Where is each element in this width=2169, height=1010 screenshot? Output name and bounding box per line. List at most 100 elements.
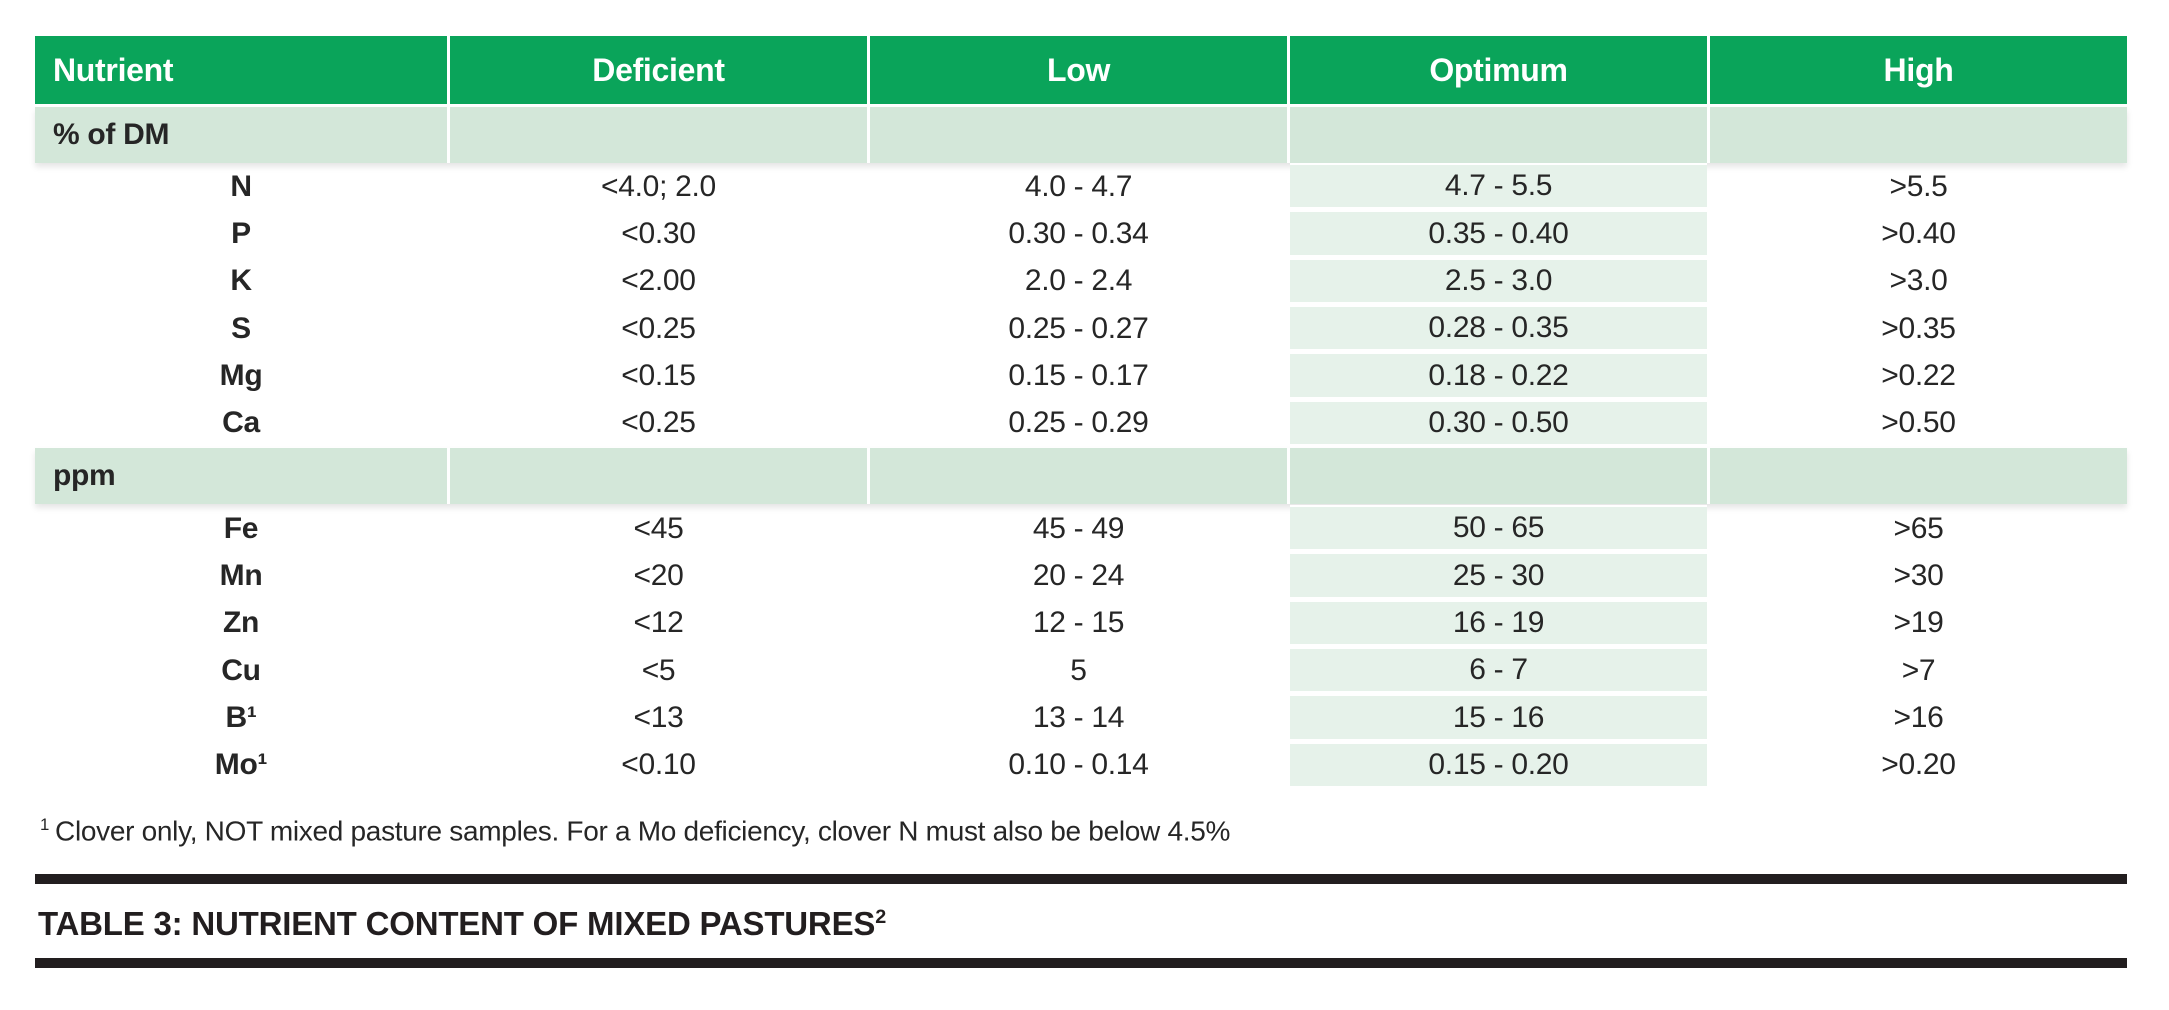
- deficient-cell: <0.25: [621, 311, 696, 345]
- nutrient-cell: B¹: [225, 701, 257, 735]
- high-cell: >0.35: [1881, 311, 1956, 345]
- table-row: Ca <0.25 0.25 - 0.29 0.30 - 0.50 >0.50: [35, 399, 2127, 448]
- low-cell: 20 - 24: [1032, 559, 1125, 593]
- optimum-cell: 15 - 16: [1290, 694, 1707, 742]
- deficient-cell: <12: [633, 606, 684, 640]
- section-band-cell: [1290, 448, 1707, 505]
- high-cell: >7: [1901, 653, 1936, 687]
- optimum-cell: 0.15 - 0.20: [1290, 741, 1707, 790]
- nutrient-cell: Zn: [222, 606, 260, 640]
- deficient-cell: <0.30: [621, 217, 696, 251]
- high-cell: >19: [1893, 606, 1944, 640]
- low-cell: 45 - 49: [1032, 511, 1125, 545]
- high-cell: >30: [1893, 559, 1944, 593]
- low-cell: 12 - 15: [1032, 606, 1125, 640]
- optimum-cell: 6 - 7: [1290, 647, 1707, 695]
- section-band-cell: [1290, 107, 1707, 163]
- table-row: B¹ <13 13 - 14 15 - 16 >16: [35, 694, 2127, 742]
- high-cell: >0.40: [1881, 217, 1956, 251]
- table-row: K <2.00 2.0 - 2.4 2.5 - 3.0 >3.0: [35, 257, 2127, 306]
- nutrient-cell: Mg: [219, 359, 263, 393]
- footnote-marker: 1: [40, 815, 50, 834]
- nutrient-cell: Mn: [219, 559, 263, 593]
- section-label-percent-dm: % of DM: [35, 107, 447, 163]
- column-header-nutrient: Nutrient: [35, 36, 447, 104]
- optimum-cell: 50 - 65: [1290, 505, 1707, 553]
- column-header-optimum: Optimum: [1290, 36, 1707, 104]
- nutrient-cell: Ca: [222, 406, 260, 440]
- high-cell: >5.5: [1889, 169, 1948, 203]
- column-header-deficient: Deficient: [450, 36, 867, 104]
- section-band-cell: [1710, 448, 2127, 505]
- low-cell: 0.15 - 0.17: [1008, 359, 1149, 393]
- footnote: 1 Clover only, NOT mixed pasture samples.…: [40, 804, 1230, 852]
- optimum-cell: 16 - 19: [1290, 599, 1707, 648]
- divider-rule-top: [35, 874, 2127, 884]
- nutrient-cell: K: [230, 264, 252, 298]
- deficient-cell: <13: [633, 701, 684, 735]
- high-cell: >16: [1893, 701, 1944, 735]
- table-row: S <0.25 0.25 - 0.27 0.28 - 0.35 >0.35: [35, 305, 2127, 353]
- table-row: Fe <45 45 - 49 50 - 65 >65: [35, 505, 2127, 553]
- optimum-cell: 2.5 - 3.0: [1290, 257, 1707, 306]
- optimum-cell: 0.28 - 0.35: [1290, 305, 1707, 353]
- section-rows-percent-dm: N <4.0; 2.0 4.0 - 4.7 4.7 - 5.5 >5.5 P <0.30 0.…: [35, 163, 2127, 448]
- nutrient-cell: P: [231, 217, 251, 251]
- low-cell: 13 - 14: [1032, 701, 1125, 735]
- optimum-cell: 0.35 - 0.40: [1290, 210, 1707, 258]
- section-band-cell: [450, 448, 867, 505]
- table-row: Mn <20 20 - 24 25 - 30 >30: [35, 552, 2127, 600]
- low-cell: 0.30 - 0.34: [1008, 217, 1149, 251]
- table-caption-text: TABLE 3: NUTRIENT CONTENT OF MIXED PASTU…: [38, 905, 876, 942]
- optimum-cell: 25 - 30: [1290, 552, 1707, 600]
- high-cell: >0.22: [1881, 359, 1956, 393]
- table-caption: TABLE 3: NUTRIENT CONTENT OF MIXED PASTU…: [38, 897, 886, 944]
- column-header-low: Low: [870, 36, 1287, 104]
- nutrient-cell: N: [230, 169, 252, 203]
- low-cell: 0.10 - 0.14: [1008, 748, 1149, 782]
- optimum-cell: 4.7 - 5.5: [1290, 163, 1707, 211]
- section-band-ppm: ppm: [35, 448, 2127, 505]
- deficient-cell: <0.10: [621, 748, 696, 782]
- low-cell: 0.25 - 0.29: [1008, 406, 1149, 440]
- table-row: P <0.30 0.30 - 0.34 0.35 - 0.40 >0.40: [35, 210, 2127, 258]
- section-label-ppm: ppm: [35, 448, 447, 505]
- column-header-high: High: [1710, 36, 2127, 104]
- table-row: Cu <5 5 6 - 7 >7: [35, 647, 2127, 695]
- deficient-cell: <2.00: [621, 264, 696, 298]
- table-row: N <4.0; 2.0 4.0 - 4.7 4.7 - 5.5 >5.5: [35, 163, 2127, 211]
- high-cell: >0.20: [1881, 748, 1956, 782]
- nutrient-cell: Fe: [223, 511, 259, 545]
- section-band-cell: [1710, 107, 2127, 163]
- nutrient-cell: Cu: [221, 653, 261, 687]
- deficient-cell: <45: [633, 511, 684, 545]
- table-caption-superscript: 2: [875, 906, 886, 928]
- table-row: Mg <0.15 0.15 - 0.17 0.18 - 0.22 >0.22: [35, 352, 2127, 400]
- section-rows-ppm: Fe <45 45 - 49 50 - 65 >65 Mn <20 20 - 24 25 - 3…: [35, 505, 2127, 790]
- deficient-cell: <0.25: [621, 406, 696, 440]
- table-row: Mo¹ <0.10 0.10 - 0.14 0.15 - 0.20 >0.20: [35, 741, 2127, 790]
- deficient-cell: <20: [633, 559, 684, 593]
- low-cell: 4.0 - 4.7: [1024, 169, 1133, 203]
- table-header-row: Nutrient Deficient Low Optimum High: [35, 36, 2127, 104]
- nutrient-cell: S: [231, 311, 251, 345]
- deficient-cell: <0.15: [621, 359, 696, 393]
- footnote-text: Clover only, NOT mixed pasture samples. …: [55, 815, 1231, 847]
- high-cell: >0.50: [1881, 406, 1956, 440]
- section-band-cell: [870, 448, 1287, 505]
- divider-rule-bottom: [35, 958, 2127, 968]
- low-cell: 2.0 - 2.4: [1024, 264, 1133, 298]
- high-cell: >3.0: [1889, 264, 1948, 298]
- nutrient-cell: Mo¹: [214, 748, 268, 782]
- low-cell: 5: [1070, 653, 1087, 687]
- low-cell: 0.25 - 0.27: [1008, 311, 1149, 345]
- section-band-percent-dm: % of DM: [35, 107, 2127, 163]
- nutrient-table: Nutrient Deficient Low Optimum High % of…: [35, 36, 2127, 790]
- deficient-cell: <5: [641, 653, 676, 687]
- optimum-cell: 0.30 - 0.50: [1290, 399, 1707, 448]
- section-band-cell: [450, 107, 867, 163]
- deficient-cell: <4.0; 2.0: [601, 169, 716, 203]
- section-band-cell: [870, 107, 1287, 163]
- table-row: Zn <12 12 - 15 16 - 19 >19: [35, 599, 2127, 648]
